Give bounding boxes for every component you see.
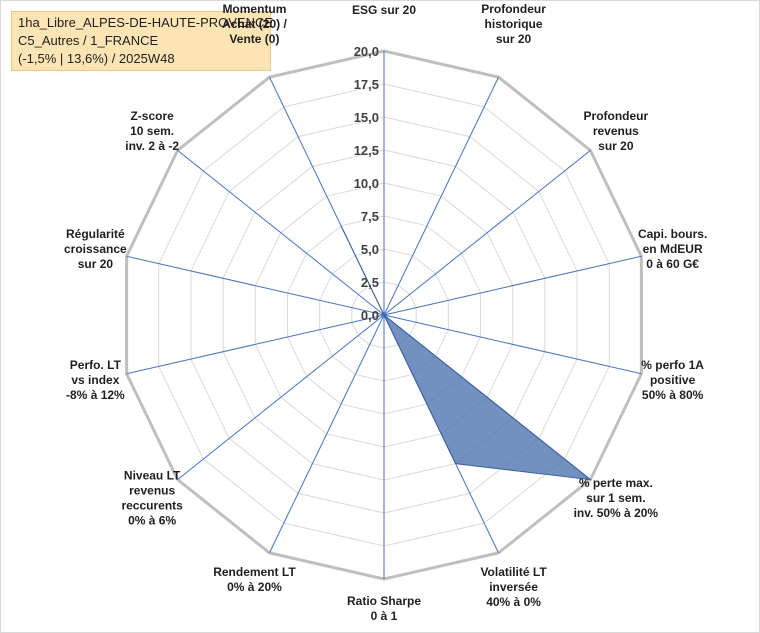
axis-spoke (177, 314, 385, 480)
tick-label: 20,0 (354, 44, 379, 59)
axis-label: Capi. bours. en MdEUR 0 à 60 G€ (638, 227, 707, 271)
tick-label: 10,0 (354, 176, 379, 191)
axis-label: Ratio Sharpe 0 à 1 (347, 594, 421, 623)
axis-label: NoteESG sur 20 (352, 1, 416, 17)
tick-label: 2,5 (361, 275, 379, 290)
axis-label: Perfo. LT vs index -8% à 12% (66, 358, 125, 402)
tick-label: 15,0 (354, 110, 379, 125)
axis-spoke (177, 150, 385, 316)
axis-label: Régularité croissance sur 20 (64, 227, 127, 271)
tick-label: 17,5 (354, 77, 379, 92)
tick-label: 12,5 (354, 143, 379, 158)
title-line-2: C5_Autres / 1_FRANCE (18, 33, 159, 48)
chart-title-box: 1ha_Libre_ALPES-DE-HAUTE-PROVENCE C5_Aut… (11, 11, 274, 71)
axis-label: Niveau LT revenus reccurents 0% à 6% (121, 468, 183, 527)
tick-label: 5,0 (361, 242, 379, 257)
axis-spoke (383, 76, 499, 316)
axis-label: Rendement LT 0% à 20% (213, 565, 296, 594)
axis-spoke (383, 255, 642, 316)
axis-label: % perfo 1A positive 50% à 80% (641, 358, 704, 402)
axis-spoke (126, 314, 385, 375)
axis-spoke (126, 255, 385, 316)
axis-label: Momentum Achat (20) / Vente (0) (222, 2, 287, 46)
axis-spoke (383, 314, 642, 375)
axis-label: Profondeur revenus sur 20 (584, 109, 649, 153)
title-line-3: (-1,5% | 13,6%) / 2025W48 (18, 51, 175, 66)
series-area (340, 225, 593, 481)
axis-label: Z-score 10 sem. inv. 2 à -2 (125, 109, 179, 153)
axis-spoke (383, 150, 591, 316)
axis-spoke (269, 314, 385, 554)
tick-label: 7,5 (361, 209, 379, 224)
axis-label: % perte max. sur 1 sem. inv. 50% à 20% (574, 476, 659, 520)
tick-label: 0,0 (361, 308, 379, 323)
axis-label: Profondeur historique sur 20 (481, 2, 546, 46)
title-line-1: 1ha_Libre_ALPES-DE-HAUTE-PROVENCE (18, 15, 274, 30)
axis-label: Volatilité LT inversée 40% à 0% (480, 565, 547, 609)
